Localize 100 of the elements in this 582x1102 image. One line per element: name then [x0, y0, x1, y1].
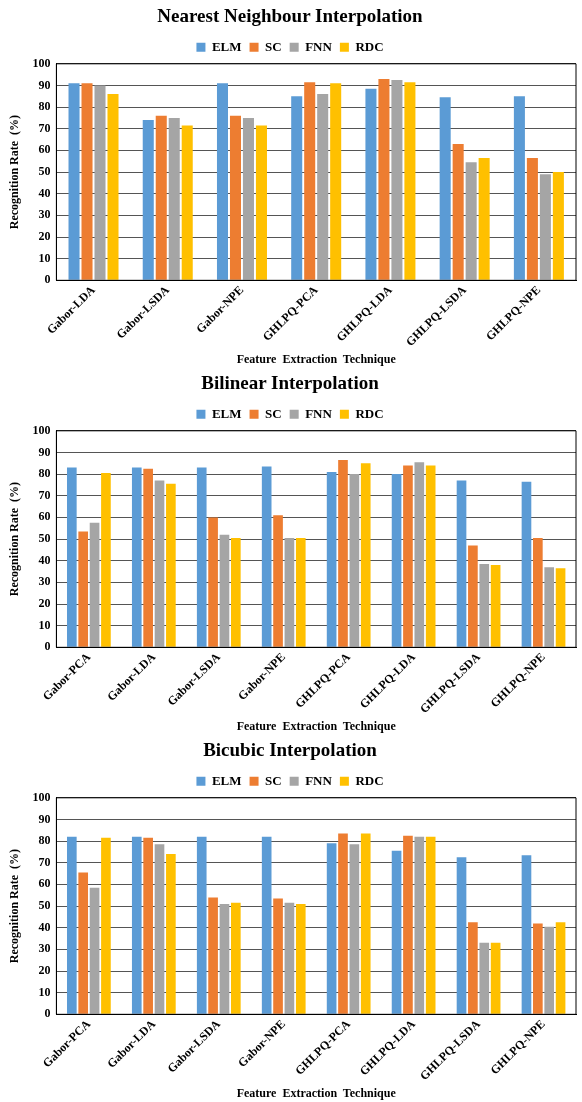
y-tick-label: 20 — [38, 963, 51, 978]
bar — [94, 85, 106, 280]
bar — [317, 94, 329, 280]
x-axis-title: Feature Extraction Technique — [236, 718, 397, 733]
y-tick-label: 50 — [38, 531, 51, 546]
bar — [208, 897, 218, 1014]
y-tick-label: 0 — [44, 1006, 51, 1021]
bar — [196, 836, 207, 1014]
bar — [349, 474, 360, 647]
bar — [230, 537, 241, 647]
bar — [330, 83, 342, 280]
bar — [526, 157, 538, 280]
y-tick-label: 0 — [44, 272, 51, 287]
bar — [154, 844, 165, 1014]
chart-title: Nearest Neighbour Interpolation — [157, 5, 424, 27]
legend-label: FNN — [305, 772, 333, 788]
bar — [181, 125, 193, 280]
bar — [219, 903, 230, 1014]
bar — [273, 898, 283, 1014]
bar — [89, 887, 100, 1014]
chart-title: Bicubic Interpolation — [203, 739, 378, 761]
bar — [360, 833, 371, 1014]
chart-title: Bilinear Interpolation — [201, 372, 380, 394]
y-axis-title: Recognition Rate (%) — [7, 114, 22, 230]
bar — [425, 465, 436, 647]
bar — [219, 534, 230, 647]
bar — [539, 174, 551, 280]
y-tick-label: 40 — [38, 552, 51, 567]
y-tick-label: 10 — [38, 250, 51, 265]
bar — [439, 97, 451, 280]
y-tick-label: 50 — [38, 898, 51, 913]
bar — [166, 854, 176, 1014]
bar — [391, 850, 402, 1014]
bar — [229, 115, 241, 280]
legend-label: ELM — [211, 772, 242, 788]
bar — [326, 843, 337, 1014]
bar — [196, 467, 207, 647]
legend-label: RDC — [355, 38, 384, 54]
legend-label: FNN — [305, 405, 333, 421]
legend-label: SC — [265, 38, 282, 54]
y-tick-label: 70 — [38, 854, 51, 869]
bar — [154, 480, 165, 647]
bar — [295, 903, 306, 1014]
legend-label: SC — [265, 405, 282, 421]
bar — [456, 480, 467, 647]
y-tick-label: 0 — [44, 639, 51, 654]
bar — [490, 942, 501, 1014]
x-axis-title: Feature Extraction Technique — [236, 1085, 397, 1100]
y-tick-label: 30 — [38, 574, 51, 589]
bar — [552, 172, 564, 280]
y-tick-label: 100 — [32, 55, 51, 70]
bar — [326, 471, 337, 647]
bar — [304, 82, 316, 280]
y-tick-label: 60 — [38, 142, 51, 157]
bar — [378, 78, 390, 280]
bar — [338, 460, 348, 647]
y-tick-label: 20 — [38, 229, 51, 244]
bar — [544, 567, 555, 647]
y-tick-label: 60 — [38, 509, 51, 524]
bar — [490, 565, 501, 647]
y-tick-label: 20 — [38, 596, 51, 611]
y-tick-label: 10 — [38, 984, 51, 999]
bar — [414, 836, 425, 1014]
bar — [478, 157, 490, 280]
bar — [142, 120, 154, 280]
bar — [452, 143, 464, 280]
bar — [68, 83, 80, 280]
y-tick-label: 60 — [38, 876, 51, 891]
bar — [349, 844, 360, 1014]
bar — [131, 836, 142, 1014]
bar — [208, 517, 218, 647]
bar — [261, 836, 272, 1014]
y-tick-label: 80 — [38, 466, 51, 481]
bar — [425, 836, 436, 1014]
bar — [456, 857, 467, 1014]
y-axis-title: Recognition Rate (%) — [7, 481, 22, 597]
legend-label: ELM — [211, 405, 242, 421]
bar — [403, 835, 413, 1014]
bar — [261, 466, 272, 647]
y-tick-label: 80 — [38, 833, 51, 848]
bar — [230, 902, 241, 1014]
bar — [465, 162, 477, 280]
legend-label: ELM — [211, 38, 242, 54]
legend-label: RDC — [355, 772, 384, 788]
bar — [143, 837, 153, 1014]
bar — [168, 117, 180, 280]
bar — [468, 922, 478, 1014]
bar — [131, 467, 142, 647]
bar — [555, 568, 566, 647]
bar — [101, 473, 111, 647]
y-tick-label: 90 — [38, 811, 51, 826]
bar — [284, 537, 295, 647]
bar — [67, 467, 77, 647]
y-tick-label: 80 — [38, 99, 51, 114]
legend-label: SC — [265, 772, 282, 788]
y-tick-label: 10 — [38, 617, 51, 632]
bar — [521, 481, 532, 647]
y-tick-label: 30 — [38, 207, 51, 222]
bar — [78, 872, 89, 1014]
bar — [81, 83, 93, 280]
